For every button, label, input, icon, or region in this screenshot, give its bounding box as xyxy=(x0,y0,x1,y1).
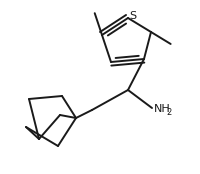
Text: NH: NH xyxy=(154,104,171,114)
Text: 2: 2 xyxy=(166,108,171,117)
Text: S: S xyxy=(129,11,136,21)
